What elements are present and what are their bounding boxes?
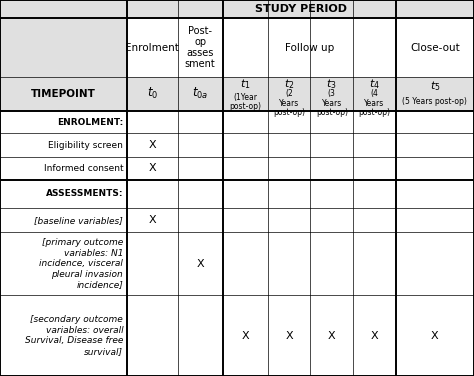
- Text: Follow up: Follow up: [285, 42, 334, 53]
- Text: Eligibility screen: Eligibility screen: [48, 141, 123, 150]
- Text: ENROLMENT:: ENROLMENT:: [57, 118, 123, 126]
- Bar: [0, 111, 474, 376]
- Text: (5 Years post-op): (5 Years post-op): [402, 97, 467, 106]
- Text: (3
Years
post-op): (3 Years post-op): [316, 89, 348, 117]
- Text: [baseline variables]: [baseline variables]: [35, 216, 123, 224]
- Text: $t_4$: $t_4$: [369, 77, 380, 91]
- Text: $t_{0a}$: $t_{0a}$: [192, 86, 209, 102]
- Text: TIMEPOINT: TIMEPOINT: [31, 89, 96, 99]
- Bar: [127, 18, 474, 77]
- Text: X: X: [148, 140, 156, 150]
- Text: STUDY PERIOD: STUDY PERIOD: [255, 4, 346, 14]
- Text: Post-
op
asses
sment: Post- op asses sment: [185, 26, 216, 69]
- Text: Close-out: Close-out: [410, 42, 460, 53]
- Text: (2
Years
post-op): (2 Years post-op): [273, 89, 305, 117]
- Text: X: X: [196, 259, 204, 269]
- Text: X: X: [148, 215, 156, 225]
- Text: (1Year
post-op): (1Year post-op): [229, 93, 261, 111]
- Text: X: X: [148, 164, 156, 173]
- Text: (4
Years
post-op): (4 Years post-op): [358, 89, 391, 117]
- Text: X: X: [431, 331, 439, 341]
- Bar: [0, 77, 474, 111]
- Text: $t_1$: $t_1$: [240, 77, 251, 91]
- Text: $t_3$: $t_3$: [327, 77, 337, 91]
- Text: Enrolment: Enrolment: [126, 42, 179, 53]
- Text: X: X: [285, 331, 293, 341]
- Text: $t_5$: $t_5$: [429, 79, 440, 93]
- Text: Informed consent: Informed consent: [44, 164, 123, 173]
- Bar: [0, 0, 474, 18]
- Text: ASSESSMENTS:: ASSESSMENTS:: [46, 190, 123, 198]
- Text: X: X: [328, 331, 336, 341]
- Text: $t_2$: $t_2$: [284, 77, 294, 91]
- Bar: [0, 18, 127, 77]
- Text: $t_0$: $t_0$: [147, 86, 158, 102]
- Text: [primary outcome
variables: N1
incidence, visceral
pleural invasion
incidence]: [primary outcome variables: N1 incidence…: [39, 238, 123, 289]
- Text: X: X: [241, 331, 249, 341]
- Text: X: X: [371, 331, 378, 341]
- Text: [secondary outcome
variables: overall
Survival, Disease free
survival]: [secondary outcome variables: overall Su…: [25, 315, 123, 356]
